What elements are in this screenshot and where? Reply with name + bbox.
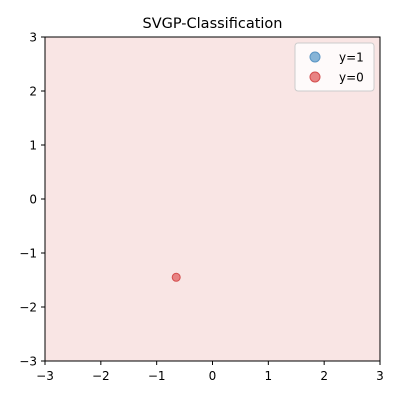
x-tick-label: 3 [376, 369, 384, 383]
legend-label-y1: y=1 [339, 51, 364, 65]
x-tick-label: −1 [148, 369, 166, 383]
x-tick-label: 2 [320, 369, 328, 383]
y-tick-label: −3 [19, 355, 37, 369]
legend-marker-y1 [309, 51, 321, 63]
points-layer [171, 272, 181, 282]
legend-label-y0: y=0 [339, 71, 364, 85]
y-tick-label: −1 [19, 247, 37, 261]
legend-marker-y0 [309, 71, 321, 83]
y-tick-label: 2 [29, 85, 37, 99]
y-tick-label: −2 [19, 301, 37, 315]
chart-title: SVGP-Classification [143, 16, 283, 32]
legend: y=1 y=0 [294, 42, 375, 92]
x-tick-label: 0 [209, 369, 217, 383]
data-point [171, 272, 181, 282]
y-tick-label: 0 [29, 193, 37, 207]
x-axis: −3 −2 −1 0 1 2 3 [36, 361, 384, 383]
y-tick-label: 1 [29, 139, 37, 153]
x-tick-label: 1 [265, 369, 273, 383]
x-tick-label: −3 [36, 369, 54, 383]
y-axis: −3 −2 −1 0 1 2 3 [19, 31, 45, 369]
y-tick-label: 3 [29, 31, 37, 45]
x-tick-label: −2 [92, 369, 110, 383]
